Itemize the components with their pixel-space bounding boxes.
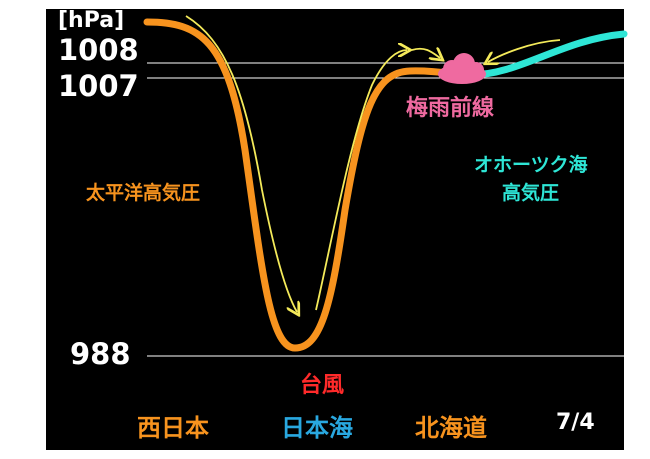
tick-label-988: 988 <box>70 337 131 371</box>
okhotsk-high-label-line1: オホーツク海 <box>474 154 588 176</box>
front-arrow-right <box>411 49 440 58</box>
pressure-unit-label: [hPa] <box>58 8 125 33</box>
okhotsk-pressure-line <box>466 30 628 79</box>
front-arrow-left <box>488 39 561 62</box>
typhoon-track-arrow-down <box>185 15 297 312</box>
diagram-background <box>46 9 624 450</box>
region-sea-of-japan: 日本海 <box>281 414 353 442</box>
region-west-japan: 西日本 <box>137 414 209 442</box>
pacific-high-label: 太平洋高気圧 <box>86 182 201 204</box>
typhoon-label: 台風 <box>300 373 345 398</box>
tick-label-1008: 1008 <box>58 33 139 67</box>
date-label: 7/4 <box>556 410 595 435</box>
typhoon-track-arrow-up <box>315 50 407 311</box>
tick-label-1007: 1007 <box>58 69 139 103</box>
baiu-front-label: 梅雨前線 <box>406 96 495 121</box>
region-hokkaido: 北海道 <box>415 414 487 442</box>
rain-cloud-icon <box>438 53 486 84</box>
surface-pressure-line <box>143 18 474 352</box>
okhotsk-high-label-line2: 高気圧 <box>502 182 560 204</box>
